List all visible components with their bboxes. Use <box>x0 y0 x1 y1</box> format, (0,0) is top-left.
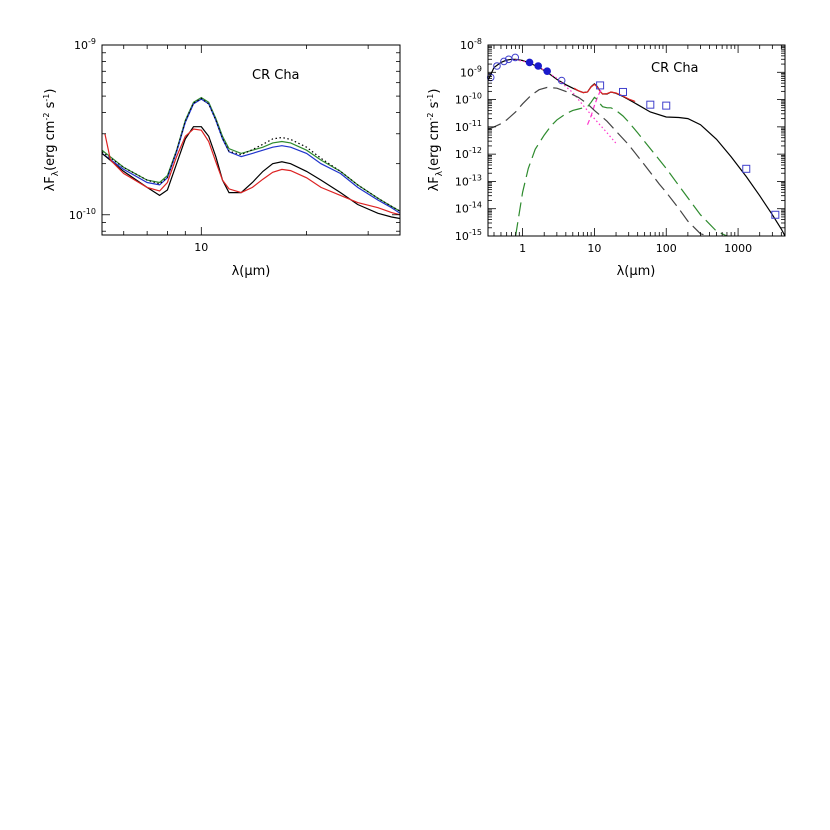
p1-open-square-point <box>619 87 628 96</box>
p0-y-tick-label: 10-10 <box>69 207 96 222</box>
right-panel: 1 10 100 1000 10-8 10-9 10-10 10-11 10-12 10-13 10… <box>426 37 786 279</box>
p1-open-square-point <box>662 101 671 110</box>
right-ylabel-mid: s <box>427 101 442 112</box>
p1-series-line-2 <box>511 58 617 144</box>
p1-series-line-0 <box>488 58 785 236</box>
left-y-axis-label: λFλ(erg cm-2 s-1) <box>42 89 61 192</box>
p1-x-tick-label: 1000 <box>724 242 752 255</box>
p1-open-square-point <box>742 164 751 173</box>
left-ylabel-sup2: -1 <box>42 94 51 102</box>
p1-series-line-5 <box>515 96 728 236</box>
p1-y-tick-label: 10-9 <box>460 64 482 79</box>
p0-series-line-3 <box>102 126 400 220</box>
p0-series-line-1 <box>102 98 400 214</box>
p0-series-line-2 <box>102 97 400 212</box>
p0-x-tick-label: 10 <box>194 241 208 254</box>
right-ylabel-sup1: -2 <box>426 113 435 121</box>
p1-filled-circle-point <box>534 62 543 70</box>
left-ylabel-main: λF <box>43 176 58 191</box>
right-ticks: 1 10 100 1000 10-8 10-9 10-10 10-11 10-12 10-13 10… <box>455 37 785 255</box>
left-panel: 10 10-10 10-9 CR Cha λ(μm) λFλ(erg cm-2 s-… <box>42 37 401 279</box>
p1-open-circle-point <box>500 57 508 66</box>
p1-x-tick-label: 1 <box>519 242 526 255</box>
right-annotation: CR Cha <box>651 61 699 76</box>
p1-y-tick-label: 10-14 <box>455 201 482 216</box>
p1-open-circle-point <box>557 76 566 85</box>
p0-series-line-4 <box>104 128 400 216</box>
left-ylabel-sub: λ <box>51 170 61 176</box>
right-y-axis-label: λFλ(erg cm-2 s-1) <box>426 89 445 192</box>
p0-series-line-0 <box>102 96 400 212</box>
p1-filled-circle-point <box>525 58 534 67</box>
left-series-group <box>102 96 400 220</box>
p1-x-tick-label: 100 <box>656 242 677 255</box>
p1-open-square-point <box>596 81 605 90</box>
p1-series-line-3 <box>586 88 604 125</box>
left-ylabel-sup1: -2 <box>42 113 51 121</box>
left-ticks: 10 10-10 10-9 <box>69 37 400 254</box>
right-ylabel-units: (erg cm <box>427 121 442 171</box>
p1-open-square-point <box>646 100 655 109</box>
right-ylabel-sup2: -1 <box>426 94 435 102</box>
right-ylabel-sub: λ <box>435 170 445 176</box>
left-ylabel-end: ) <box>43 89 58 94</box>
p1-y-tick-label: 10-10 <box>455 92 482 107</box>
right-ylabel-main: λF <box>427 176 442 191</box>
p0-y-tick-label: 10-9 <box>74 37 96 52</box>
p1-y-tick-label: 10-11 <box>455 119 482 134</box>
right-plot-frame <box>487 44 786 237</box>
p1-open-circle-point <box>511 53 520 62</box>
left-x-axis-label: λ(μm) <box>232 264 271 279</box>
p1-y-tick-label: 10-13 <box>455 173 482 188</box>
p1-series-line-4 <box>488 86 710 236</box>
left-annotation: CR Cha <box>252 68 300 83</box>
p1-y-tick-label: 10-15 <box>455 228 482 243</box>
left-plot-frame <box>101 44 401 236</box>
p1-series-line-1 <box>573 83 636 103</box>
p1-open-square-point <box>771 210 780 219</box>
p1-x-tick-label: 10 <box>587 242 601 255</box>
p1-filled-circle-point <box>543 67 551 75</box>
right-series-group <box>486 53 785 236</box>
p1-y-tick-label: 10-12 <box>455 146 482 161</box>
left-ylabel-mid: s <box>43 101 58 112</box>
right-ylabel-end: ) <box>427 89 442 94</box>
p1-y-tick-label: 10-8 <box>460 37 482 52</box>
left-ylabel-units: (erg cm <box>43 121 58 171</box>
right-x-axis-label: λ(μm) <box>617 264 656 279</box>
p1-open-circle-point <box>493 62 501 70</box>
